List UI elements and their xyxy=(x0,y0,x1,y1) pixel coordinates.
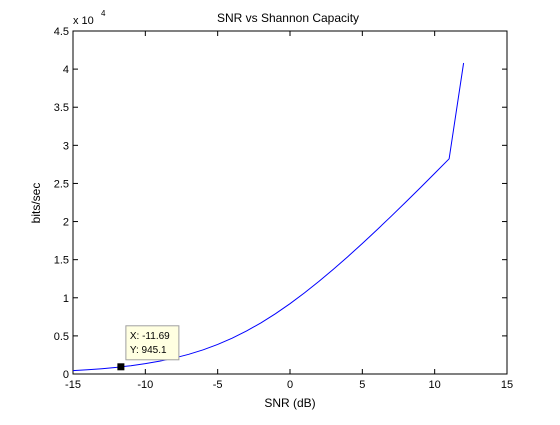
x-tick-label: 0 xyxy=(287,379,293,391)
chart-title: SNR vs Shannon Capacity xyxy=(217,11,359,25)
y-tick-label: 4.5 xyxy=(54,26,69,38)
y-axis-label: bits/sec xyxy=(29,183,43,224)
x-tick-label: 5 xyxy=(359,379,365,391)
datatip-marker[interactable] xyxy=(117,363,124,370)
y-tick-label: 0.5 xyxy=(54,331,69,343)
y-tick-label: 3 xyxy=(63,140,69,152)
y-multiplier-base: x 10 xyxy=(73,15,94,27)
y-tick-label: 3.5 xyxy=(54,102,69,114)
x-axis-label: SNR (dB) xyxy=(264,396,315,410)
y-tick-label: 0 xyxy=(63,369,69,381)
datatip-x-label: X: -11.69 xyxy=(130,331,170,342)
datatip-y-label: Y: 945.1 xyxy=(130,345,167,356)
y-tick-label: 2.5 xyxy=(54,178,69,190)
y-tick-label: 1 xyxy=(63,293,69,305)
y-multiplier-exponent: 4 xyxy=(101,9,106,18)
x-tick-label: -5 xyxy=(213,379,223,391)
y-tick-label: 2 xyxy=(63,217,69,229)
y-tick-label: 1.5 xyxy=(54,255,69,267)
x-tick-label: -10 xyxy=(137,379,153,391)
plot-area xyxy=(73,31,507,374)
x-tick-label: 10 xyxy=(429,379,441,391)
y-tick-label: 4 xyxy=(63,64,69,76)
x-tick-label: 15 xyxy=(501,379,513,391)
